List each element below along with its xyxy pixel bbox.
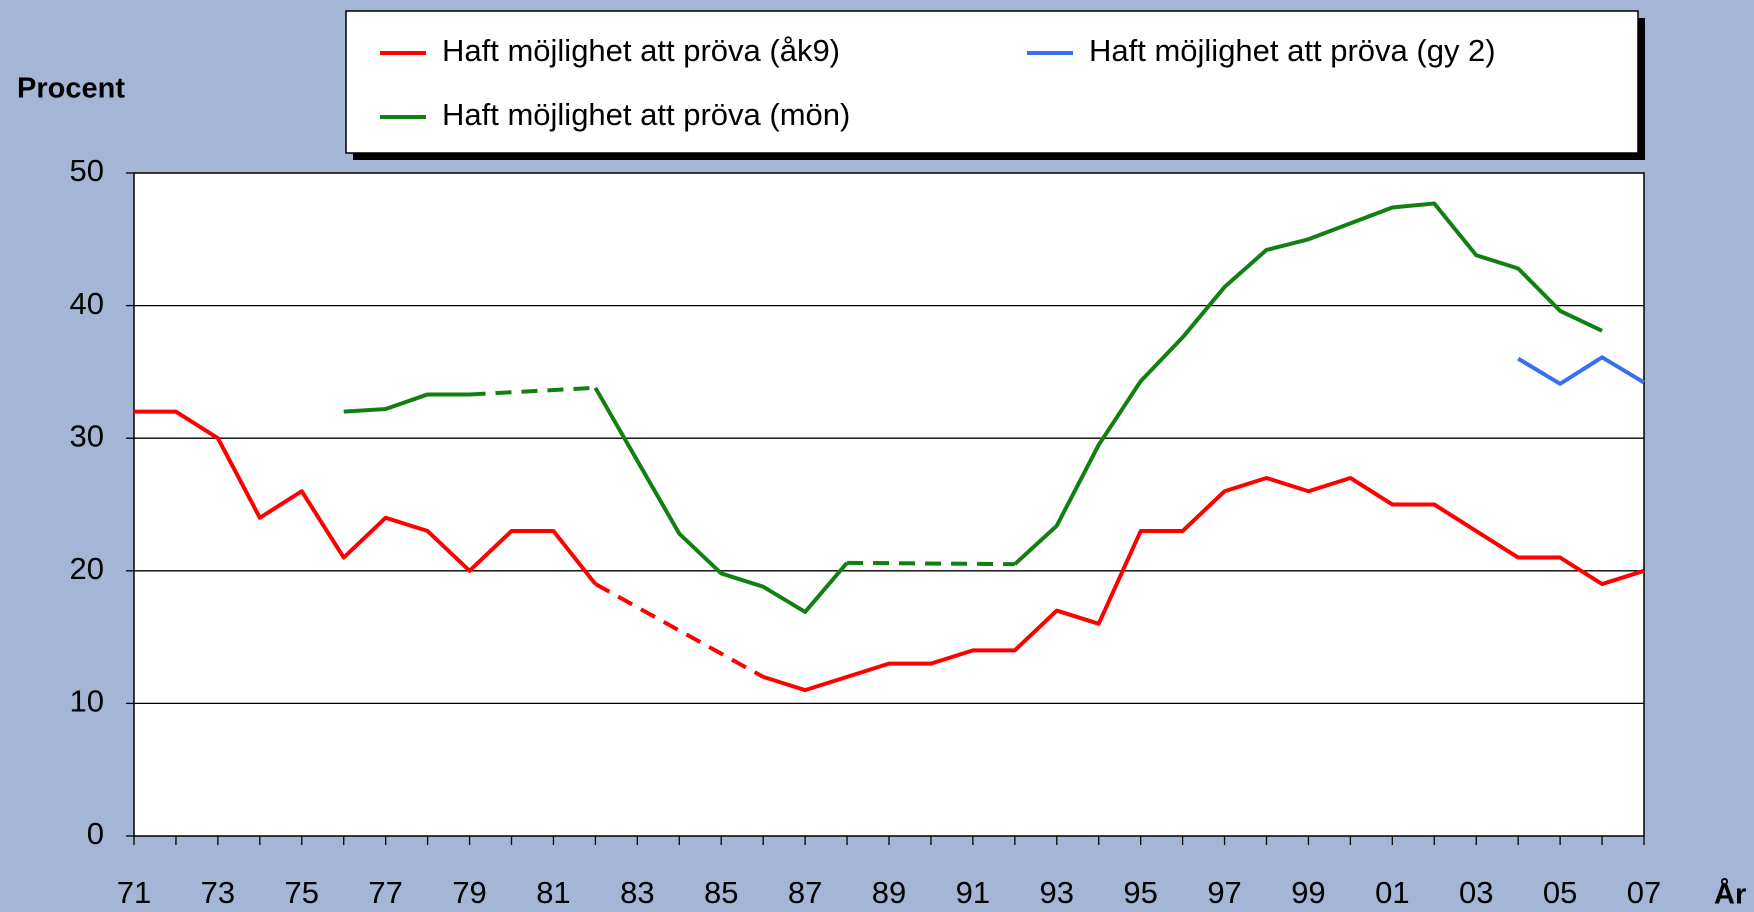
legend [345,10,1639,154]
gap-connector [469,385,596,397]
x-tick-label: 71 [117,875,151,910]
x-tick-label: 83 [620,875,654,910]
x-tick-label: 01 [1375,875,1409,910]
x-tick-label: 07 [1627,875,1661,910]
y-axis-label: Procent [17,73,125,105]
gap-connector [847,560,1015,567]
x-tick-label: 79 [452,875,486,910]
y-tick-label: 40 [70,286,104,321]
x-tick-label: 99 [1291,875,1325,910]
x-tick-label: 91 [956,875,990,910]
x-tick-label: 05 [1543,875,1577,910]
y-tick-label: 10 [70,684,104,719]
series-line [1517,355,1646,386]
x-tick-label: 85 [704,875,738,910]
x-tick-label: 75 [285,875,319,910]
y-tick-label: 50 [70,153,104,188]
x-tick-label: 81 [536,875,570,910]
legend-label: Haft möjlighet att pröva (åk9) [442,33,840,68]
x-tick-label: 87 [788,875,822,910]
y-tick-label: 0 [87,816,104,851]
x-tick-label: 95 [1123,875,1157,910]
y-tick-label: 30 [70,418,104,453]
x-tick-label: 03 [1459,875,1493,910]
series-line [343,201,1603,614]
x-tick-label: 89 [872,875,906,910]
legend-label: Haft möjlighet att pröva (gy 2) [1089,33,1496,68]
x-axis-label: År [1714,878,1746,911]
gap-connector [594,582,765,679]
x-tick-label: 97 [1207,875,1241,910]
x-tick-label: 93 [1040,875,1074,910]
x-tick-label: 77 [368,875,402,910]
legend-label: Haft möjlighet att pröva (mön) [442,97,850,132]
series-line [134,409,1645,693]
y-tick-label: 20 [70,551,104,586]
x-tick-label: 73 [201,875,235,910]
